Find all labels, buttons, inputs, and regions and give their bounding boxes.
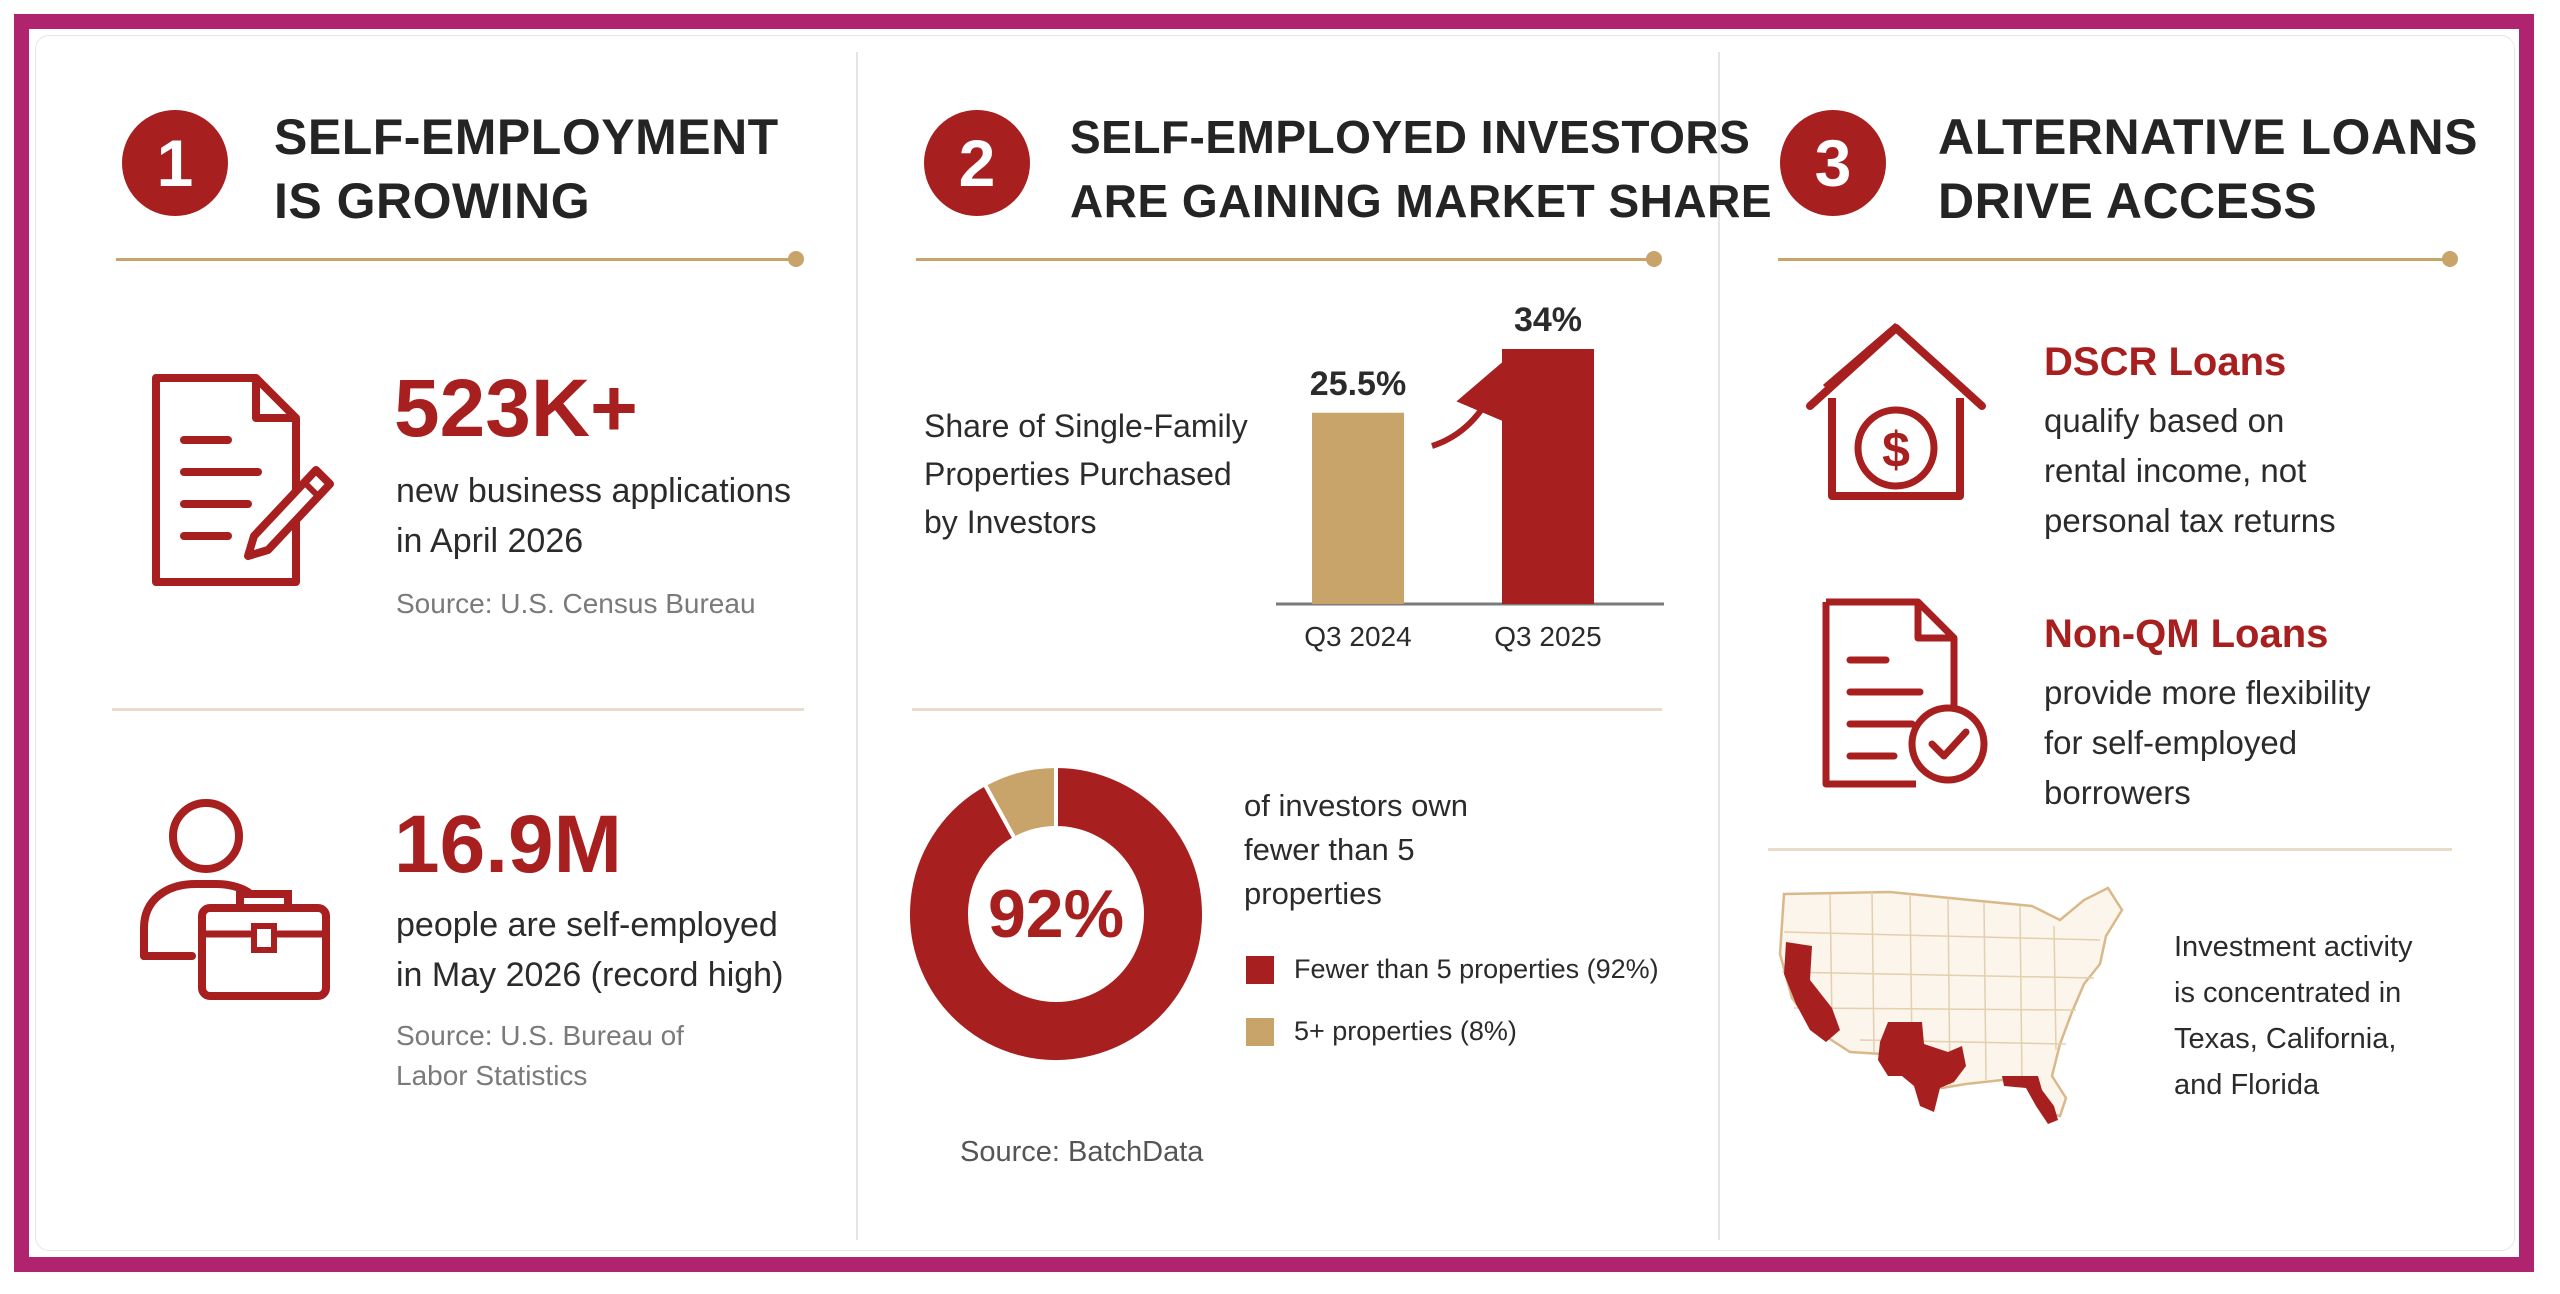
us-map-icon (1778, 886, 2124, 1124)
stat-description: people are self-employed in May 2026 (re… (396, 900, 783, 1000)
loan-description-line: rental income, not (2044, 452, 2307, 489)
stat-description: new business applications in April 2026 (396, 466, 791, 566)
section-number-badge: 2 (924, 110, 1030, 216)
map-caption: Investment activity is concentrated in T… (2174, 924, 2413, 1108)
bar-category-label: Q3 2025 (1494, 621, 1601, 652)
loan-description-line: for self-employed (2044, 724, 2298, 761)
person-briefcase-icon (140, 799, 330, 1000)
caption-line: Texas, California, (2174, 1023, 2397, 1055)
texas-region (1878, 1022, 1966, 1112)
caption-line: of investors own (1244, 788, 1468, 823)
legend-label: Fewer than 5 properties (92%) (1294, 954, 1659, 984)
california-region (1784, 942, 1840, 1042)
legend-swatch (1246, 956, 1274, 984)
section-title-line: SELF-EMPLOYED INVESTORS (1070, 111, 1751, 163)
stat-description-line: in April 2026 (396, 522, 584, 560)
legend-label: 5+ properties (8%) (1294, 1016, 1517, 1046)
stat-value: 523K+ (394, 363, 638, 454)
section-rule-dot (2442, 251, 2458, 267)
caption-line: properties (1244, 876, 1382, 911)
section-title-line: IS GROWING (274, 173, 591, 229)
stat-source-line: Labor Statistics (396, 1060, 588, 1091)
document-check-icon (1822, 598, 1988, 788)
bar-value-label: 34% (1514, 301, 1582, 339)
section-number-badge: 1 (122, 110, 228, 216)
caption-line: fewer than 5 (1244, 832, 1415, 867)
section-title: SELF-EMPLOYMENT IS GROWING (274, 105, 779, 233)
donut-chart: 92% (906, 764, 1206, 1064)
loan-divider (1768, 848, 2452, 851)
section-title-line: DRIVE ACCESS (1938, 173, 2318, 229)
section-rule-dot (788, 251, 804, 267)
chart-divider (912, 708, 1662, 711)
section-title-line: ARE GAINING MARKET SHARE (1070, 175, 1773, 227)
chart-source: Source: BatchData (960, 1136, 1204, 1168)
caption-line: is concentrated in (2174, 977, 2402, 1009)
stat-description-line: in May 2026 (record high) (396, 956, 784, 994)
loan-description-line: qualify based on (2044, 402, 2285, 439)
column-divider (1718, 52, 1720, 1240)
loan-description-line: provide more flexibility (2044, 674, 2371, 711)
section-title-line: SELF-EMPLOYMENT (274, 109, 779, 165)
bar-0 (1312, 412, 1404, 604)
caption-line: and Florida (2174, 1069, 2320, 1101)
loan-description-line: personal tax returns (2044, 502, 2336, 539)
caption-line: Properties Purchased (924, 456, 1232, 492)
stat-description-line: people are self-employed (396, 906, 778, 944)
section-title: SELF-EMPLOYED INVESTORS ARE GAINING MARK… (1070, 105, 1772, 233)
stat-source: Source: U.S. Bureau of Labor Statistics (396, 1016, 684, 1096)
bar-category-label: Q3 2024 (1304, 621, 1411, 652)
donut-caption: of investors own fewer than 5 properties (1244, 784, 1468, 916)
stat-value: 16.9M (394, 799, 622, 890)
loan-description: provide more flexibility for self-employ… (2044, 668, 2370, 818)
house-dollar-icon: $ (1806, 322, 1986, 500)
section-title-line: ALTERNATIVE LOANS (1938, 109, 2478, 165)
svg-text:$: $ (1882, 422, 1910, 478)
section-rule (116, 258, 796, 261)
bar-chart: 25.5% Q3 2024 34% Q3 2025 (1276, 301, 1664, 652)
caption-line: by Investors (924, 504, 1097, 540)
section-rule-dot (1646, 251, 1662, 267)
legend-swatch (1246, 1018, 1274, 1046)
stat-description-line: new business applications (396, 472, 792, 510)
loan-description: qualify based on rental income, not pers… (2044, 396, 2336, 546)
column-divider (856, 52, 858, 1240)
section-number-badge: 3 (1780, 110, 1886, 216)
caption-line: Investment activity (2174, 931, 2413, 963)
document-pen-icon (152, 374, 334, 586)
stat-source-line: Source: U.S. Bureau of (396, 1020, 684, 1051)
bar-1 (1502, 349, 1594, 604)
loan-title: Non-QM Loans (2044, 612, 2329, 656)
stat-divider (112, 708, 804, 711)
bar-value-label: 25.5% (1310, 365, 1406, 403)
caption-line: Share of Single-Family (924, 408, 1248, 444)
loan-description-line: borrowers (2044, 774, 2191, 811)
loan-title: DSCR Loans (2044, 340, 2287, 384)
bar-chart-caption: Share of Single-Family Properties Purcha… (924, 402, 1248, 546)
infographic-card (35, 35, 2515, 1251)
growth-arrow (1431, 357, 1512, 449)
stat-source-line: Source: U.S. Census Bureau (396, 588, 756, 619)
donut-center-value: 92% (988, 876, 1124, 952)
section-rule (916, 258, 1654, 261)
section-rule (1778, 258, 2450, 261)
section-title: ALTERNATIVE LOANS DRIVE ACCESS (1938, 105, 2478, 233)
stat-source: Source: U.S. Census Bureau (396, 584, 756, 624)
donut-slice-0 (906, 764, 1206, 1064)
florida-region (2002, 1076, 2058, 1124)
